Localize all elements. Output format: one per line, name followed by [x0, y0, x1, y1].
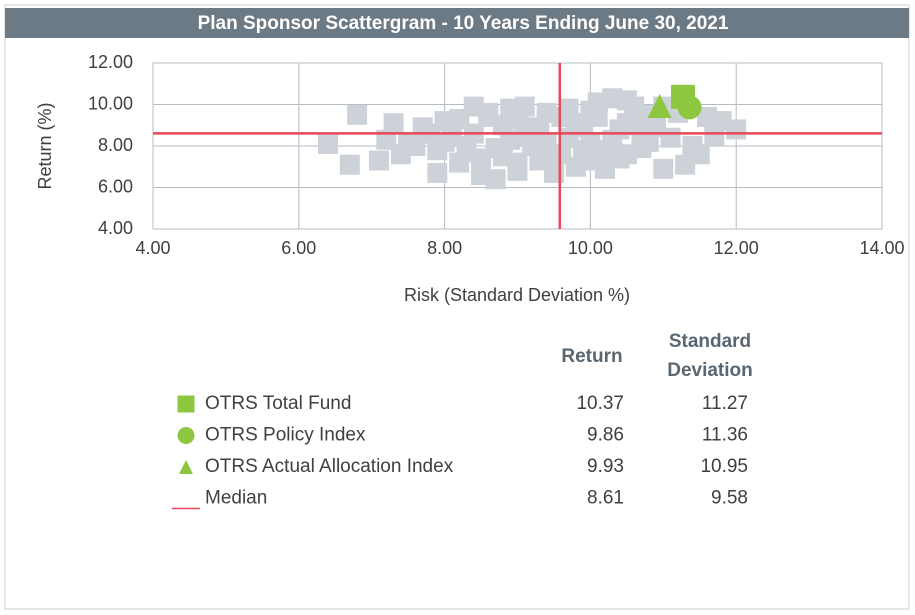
- return-value: 8.61: [587, 488, 624, 509]
- legend-label: OTRS Policy Index: [205, 425, 366, 446]
- universe-point: [616, 90, 637, 111]
- legend-marker: [177, 427, 195, 444]
- title-bar: [5, 8, 909, 38]
- frame: [4, 4, 910, 610]
- x-tick-label: 4.00: [135, 238, 170, 258]
- universe-point: [522, 136, 543, 156]
- x-tick-label: 8.00: [427, 238, 462, 258]
- return-value: 9.86: [587, 425, 624, 446]
- universe-point: [478, 102, 499, 123]
- universe-point: [704, 125, 725, 146]
- return-value: 9.93: [587, 456, 624, 477]
- highlight-point: [647, 93, 672, 118]
- universe-point: [536, 102, 557, 123]
- universe-point: [427, 162, 448, 183]
- universe-point: [653, 158, 674, 179]
- y-axis-label: Return (%): [35, 102, 55, 189]
- universe-point: [580, 150, 601, 171]
- highlight-point: [677, 95, 702, 120]
- table-header: Return: [561, 346, 623, 367]
- std-dev-value: 10.95: [700, 456, 748, 477]
- legend-marker: [177, 395, 195, 413]
- universe-point: [347, 104, 368, 125]
- universe-point: [485, 169, 506, 190]
- table-header: Standard Deviation: [667, 331, 753, 381]
- universe-point: [682, 136, 703, 156]
- y-tick-label: 10.00: [88, 93, 133, 113]
- universe-point: [485, 138, 506, 159]
- universe-point: [368, 150, 389, 171]
- universe-point: [609, 148, 630, 169]
- chart-title: Plan Sponsor Scattergram - 10 Years Endi…: [198, 13, 729, 34]
- x-tick-label: 10.00: [568, 238, 613, 258]
- universe-point: [383, 113, 404, 134]
- universe-point: [500, 98, 521, 119]
- y-tick-label: 8.00: [98, 135, 133, 155]
- std-dev-value: 11.27: [702, 393, 748, 414]
- return-value: 10.37: [576, 393, 624, 414]
- universe-point: [507, 152, 528, 173]
- legend-label: Median: [205, 488, 267, 509]
- y-tick-label: 6.00: [98, 176, 133, 196]
- std-dev-value: 9.58: [711, 488, 748, 509]
- legend-marker: [179, 460, 193, 474]
- x-tick-label: 12.00: [714, 238, 759, 258]
- x-tick-label: 14.00: [859, 238, 904, 258]
- y-tick-label: 12.00: [88, 52, 133, 72]
- universe-point: [456, 142, 477, 163]
- legend-label: OTRS Total Fund: [205, 393, 351, 414]
- std-dev-value: 11.36: [702, 425, 748, 446]
- universe-point: [726, 119, 747, 140]
- legend-label: OTRS Actual Allocation Index: [205, 456, 454, 477]
- universe-point: [434, 131, 455, 152]
- universe-point: [317, 133, 338, 154]
- x-axis-label: Risk (Standard Deviation %): [404, 285, 630, 305]
- universe-point: [376, 129, 397, 150]
- universe-point: [398, 131, 419, 152]
- universe-point: [339, 154, 360, 175]
- x-tick-label: 6.00: [281, 238, 316, 258]
- universe-point: [587, 106, 608, 127]
- y-tick-label: 4.00: [98, 218, 133, 238]
- universe-point: [616, 113, 637, 134]
